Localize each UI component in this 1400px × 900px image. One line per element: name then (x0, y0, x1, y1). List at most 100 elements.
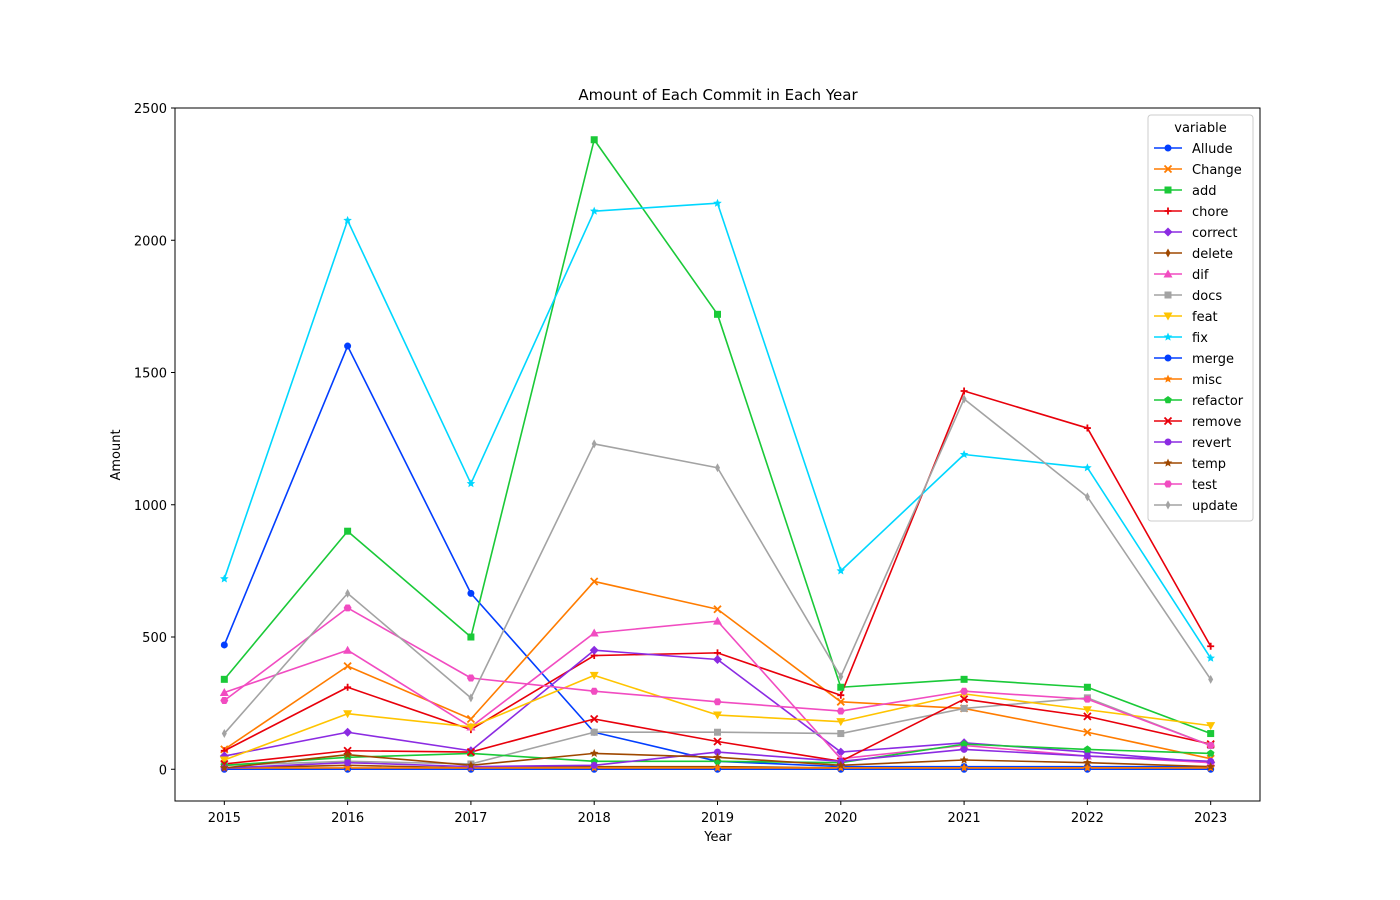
data-point-feat (836, 718, 846, 727)
legend-swatch-marker (1163, 164, 1173, 174)
x-tick-label: 2017 (454, 811, 487, 826)
data-point-update (221, 729, 227, 739)
legend-item-add[interactable]: add (1154, 184, 1216, 199)
legend-label: misc (1192, 373, 1222, 388)
legend-label: refactor (1192, 394, 1244, 409)
legend-item-remove[interactable]: remove (1154, 415, 1241, 430)
data-point-allude (344, 342, 352, 350)
data-point-update (838, 672, 844, 682)
data-point-misc (713, 763, 722, 772)
data-point-misc (836, 763, 846, 772)
legend-label: dif (1192, 268, 1209, 283)
data-point-add (344, 527, 352, 535)
data-point-correct (343, 727, 353, 737)
data-point-feat (713, 711, 722, 720)
legend-label: temp (1192, 457, 1226, 472)
x-tick-label: 2021 (948, 811, 981, 826)
data-point-fix (589, 206, 599, 215)
legend-label: merge (1192, 352, 1234, 367)
data-point-temp (959, 755, 969, 764)
data-point-revert (960, 745, 968, 753)
data-point-test (1083, 695, 1092, 703)
legend-item-temp[interactable]: temp (1154, 457, 1226, 472)
legend-item-docs[interactable]: docs (1154, 289, 1222, 304)
data-point-change (713, 605, 722, 614)
x-axis-ticks: 2015 2016 2017 2018 2019 2020 2021 2022 2023 (208, 801, 1227, 826)
data-point-add (960, 675, 968, 683)
data-point-temp (589, 748, 599, 758)
data-point-add (220, 675, 228, 683)
data-point-test (590, 687, 599, 695)
data-point-update (345, 588, 351, 598)
data-point-temp (1206, 762, 1215, 771)
data-point-docs (837, 730, 845, 738)
legend-item-chore[interactable]: chore (1154, 205, 1228, 220)
data-point-docs (714, 728, 721, 736)
legend-swatch-marker (1164, 396, 1172, 404)
data-point-update (468, 693, 474, 703)
legend-item-dif[interactable]: dif (1154, 268, 1209, 283)
y-tick-label: 0 (159, 763, 167, 778)
data-point-dif (343, 645, 353, 654)
data-point-dif (219, 688, 229, 697)
data-point-allude (220, 641, 228, 649)
data-point-revert (344, 759, 352, 767)
data-point-test (466, 674, 475, 682)
data-point-misc (343, 763, 352, 772)
data-point-fix (343, 215, 352, 225)
legend-item-revert[interactable]: revert (1154, 436, 1231, 451)
legend-label: delete (1192, 247, 1233, 262)
legend-swatch-marker (1163, 332, 1173, 341)
legend-label: add (1192, 184, 1216, 199)
legend-box (1147, 114, 1254, 522)
data-point-chore (960, 387, 968, 395)
data-point-temp (836, 760, 846, 769)
legend-item-change[interactable]: Change (1154, 163, 1242, 178)
legend-item-test[interactable]: test (1154, 478, 1217, 493)
x-tick-label: 2019 (701, 811, 734, 826)
data-point-fix (959, 450, 969, 459)
chart-title: Amount of Each Commit in Each Year (578, 86, 858, 104)
x-tick-label: 2015 (208, 811, 241, 826)
data-point-remove (590, 714, 599, 724)
legend-item-update[interactable]: update (1154, 499, 1238, 514)
data-point-update (1208, 674, 1214, 684)
legend[interactable]: variable Allude Change add chore correct delet… (1147, 114, 1254, 522)
data-point-refactor (1083, 745, 1092, 753)
data-point-fix (1083, 463, 1092, 472)
data-point-allude (467, 589, 475, 597)
legend-swatch-marker (1164, 438, 1172, 446)
x-tick-label: 2016 (331, 811, 364, 826)
legend-swatch-marker (1164, 480, 1172, 488)
x-tick-label: 2018 (578, 811, 611, 826)
legend-swatch-marker (1164, 354, 1172, 362)
legend-item-fix[interactable]: fix (1154, 331, 1208, 346)
legend-swatch-marker (1164, 207, 1172, 215)
legend-item-feat[interactable]: feat (1154, 310, 1218, 325)
data-point-dif (713, 616, 722, 625)
legend-label: feat (1192, 310, 1218, 325)
data-point-fix (466, 479, 476, 488)
data-point-add (1207, 730, 1215, 738)
legend-swatch-marker (1164, 186, 1172, 194)
legend-label: Change (1192, 163, 1242, 178)
data-point-update (1084, 492, 1090, 502)
data-point-test (220, 697, 229, 704)
legend-swatch-marker (1163, 458, 1173, 467)
legend-item-correct[interactable]: correct (1154, 226, 1238, 241)
data-point-correct (836, 747, 846, 757)
data-point-revert (714, 748, 721, 756)
data-point-test (713, 698, 722, 706)
data-point-feat (1082, 706, 1092, 715)
legend-item-delete[interactable]: delete (1154, 247, 1233, 262)
legend-label: update (1192, 499, 1238, 514)
legend-item-merge[interactable]: merge (1154, 352, 1234, 367)
legend-item-refactor[interactable]: refactor (1154, 394, 1244, 409)
data-point-refactor (960, 740, 968, 748)
data-point-add (590, 136, 598, 144)
legend-item-allude[interactable]: Allude (1154, 142, 1233, 157)
legend-item-misc[interactable]: misc (1154, 373, 1222, 388)
data-point-feat (219, 756, 229, 765)
legend-swatch-marker (1165, 248, 1171, 258)
